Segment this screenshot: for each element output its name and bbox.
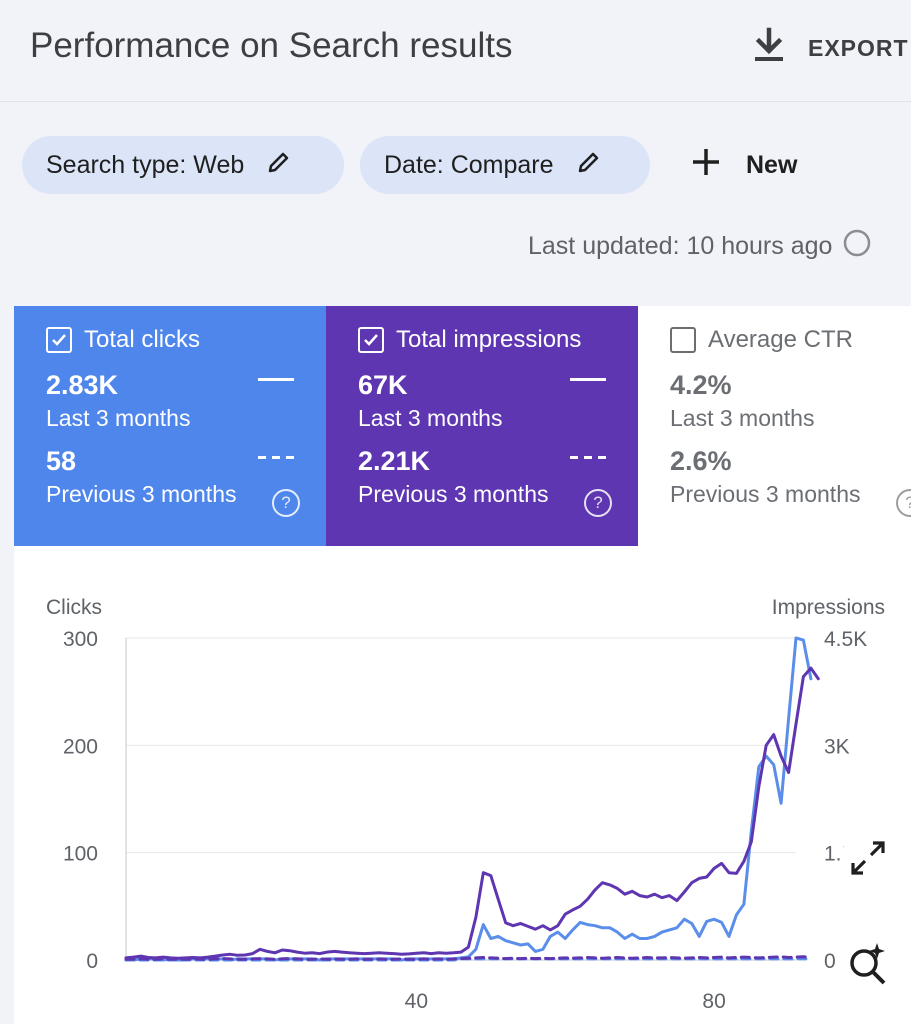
x-tick-label: 40 xyxy=(405,990,428,1013)
series-line-previous-impressions xyxy=(124,955,813,961)
checkbox-unchecked-icon[interactable] xyxy=(670,327,696,353)
metric-previous-period: Previous 3 months xyxy=(358,481,549,507)
new-filter-label: New xyxy=(746,150,798,179)
help-circle-icon[interactable]: ? xyxy=(584,489,612,517)
total-impressions-card[interactable]: Total impressions 67K Last 3 months 2.21… xyxy=(326,306,638,546)
left-tick-label: 0 xyxy=(86,950,98,973)
date-label: Date: Compare xyxy=(384,150,554,179)
pencil-icon xyxy=(576,149,602,182)
page-title: Performance on Search results xyxy=(30,26,513,65)
right-tick-label: 0 xyxy=(824,950,836,973)
series-line-total-clicks xyxy=(124,636,813,962)
metric-label: Total clicks xyxy=(84,326,201,353)
metric-current-value: 2.83K xyxy=(46,370,119,400)
export-button[interactable]: EXPORT xyxy=(752,26,909,71)
metric-current-period: Last 3 months xyxy=(670,405,815,431)
right-axis-title: Impressions xyxy=(772,596,885,619)
right-tick-label: 4.5K xyxy=(824,628,867,651)
metric-current-value: 4.2% xyxy=(670,370,732,400)
metric-current-period: Last 3 months xyxy=(46,405,191,431)
solid-line-legend xyxy=(570,378,606,381)
search-type-chip[interactable]: Search type: Web xyxy=(22,136,344,194)
search-spark-icon xyxy=(846,941,890,990)
new-filter-button[interactable]: New xyxy=(690,142,797,188)
expand-icon xyxy=(848,838,888,883)
average-ctr-card[interactable]: Average CTR 4.2% Last 3 months 2.6% Prev… xyxy=(638,306,911,546)
left-tick-label: 200 xyxy=(63,735,98,758)
checkbox-checked-icon[interactable] xyxy=(358,327,384,353)
performance-chart-panel: ClicksImpressions001001.5K2003K3004.5K40… xyxy=(14,546,911,1024)
pencil-icon xyxy=(266,149,292,182)
metric-previous-value: 2.6% xyxy=(670,446,732,476)
metric-current-period: Last 3 months xyxy=(358,405,503,431)
dashed-line-legend xyxy=(570,456,606,459)
dashed-line-legend xyxy=(258,456,294,459)
metric-label: Average CTR xyxy=(708,326,853,353)
help-circle-icon[interactable]: ? xyxy=(272,489,300,517)
download-icon xyxy=(752,26,786,71)
solid-line-legend xyxy=(258,378,294,381)
left-axis-title: Clicks xyxy=(46,596,102,619)
right-tick-label: 3K xyxy=(824,735,850,758)
metric-label: Total impressions xyxy=(396,326,582,353)
search-type-label: Search type: Web xyxy=(46,150,245,179)
metric-previous-period: Previous 3 months xyxy=(46,481,237,507)
series-line-total-impressions xyxy=(124,666,820,960)
header: Performance on Search results EXPORT xyxy=(0,0,911,102)
expand-chart-button[interactable] xyxy=(840,832,896,888)
metric-current-value: 67K xyxy=(358,370,408,400)
help-circle-icon[interactable] xyxy=(842,228,872,265)
left-tick-label: 100 xyxy=(63,843,98,866)
performance-chart: ClicksImpressions001001.5K2003K3004.5K40… xyxy=(46,596,885,1013)
metric-previous-period: Previous 3 months xyxy=(670,481,861,507)
date-chip[interactable]: Date: Compare xyxy=(360,136,650,194)
total-clicks-card[interactable]: Total clicks 2.83K Last 3 months 58 Prev… xyxy=(14,306,326,546)
plus-icon xyxy=(690,146,722,185)
last-updated-text: Last updated: 10 hours ago xyxy=(528,232,833,260)
metric-previous-value: 58 xyxy=(46,446,77,476)
last-updated: Last updated: 10 hours ago xyxy=(528,228,872,265)
x-tick-label: 80 xyxy=(702,990,725,1013)
left-tick-label: 300 xyxy=(63,628,98,651)
metric-previous-value: 2.21K xyxy=(358,446,431,476)
help-circle-icon[interactable]: ? xyxy=(896,489,911,517)
export-label: EXPORT xyxy=(808,34,909,61)
metric-cards: Total clicks 2.83K Last 3 months 58 Prev… xyxy=(14,306,911,546)
checkbox-checked-icon[interactable] xyxy=(46,327,72,353)
search-spark-button[interactable] xyxy=(840,937,896,993)
